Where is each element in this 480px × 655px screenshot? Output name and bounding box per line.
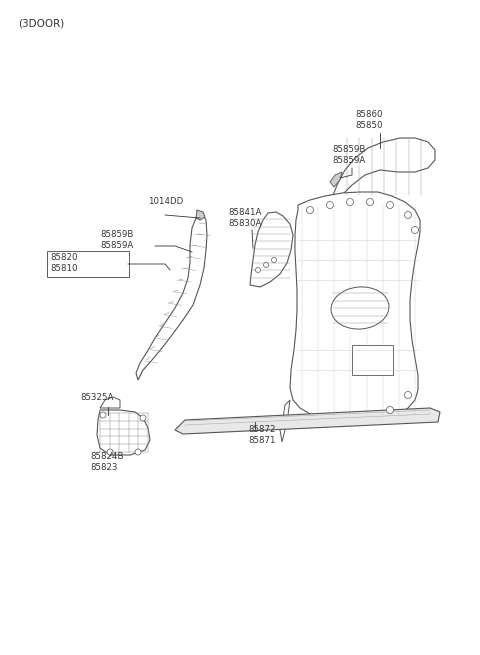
Circle shape — [386, 202, 394, 208]
Text: 85860
85850: 85860 85850 — [355, 110, 383, 130]
Circle shape — [367, 198, 373, 206]
Ellipse shape — [331, 287, 389, 329]
Circle shape — [347, 198, 353, 206]
Circle shape — [264, 263, 268, 267]
Polygon shape — [250, 212, 293, 287]
Text: 85824B
85823: 85824B 85823 — [90, 452, 123, 472]
Circle shape — [326, 202, 334, 208]
Circle shape — [272, 257, 276, 263]
Text: 85841A
85830A: 85841A 85830A — [228, 208, 262, 228]
Polygon shape — [136, 215, 207, 380]
Circle shape — [411, 227, 419, 233]
Circle shape — [386, 407, 394, 413]
Polygon shape — [280, 400, 290, 442]
Circle shape — [255, 267, 261, 272]
Polygon shape — [175, 408, 440, 434]
Polygon shape — [100, 397, 120, 408]
Text: 85325A: 85325A — [80, 392, 113, 402]
Circle shape — [140, 415, 146, 421]
Polygon shape — [290, 192, 420, 423]
Circle shape — [135, 449, 141, 455]
Polygon shape — [97, 410, 150, 455]
Circle shape — [307, 206, 313, 214]
Text: 85859B
85859A: 85859B 85859A — [100, 230, 133, 250]
Polygon shape — [352, 345, 393, 375]
Text: 85859B
85859A: 85859B 85859A — [332, 145, 365, 165]
Text: 1014DD: 1014DD — [148, 198, 183, 206]
Circle shape — [100, 412, 106, 418]
Circle shape — [405, 392, 411, 398]
Polygon shape — [333, 138, 435, 195]
Circle shape — [405, 212, 411, 219]
Text: 85872
85871: 85872 85871 — [248, 425, 276, 445]
Polygon shape — [196, 210, 205, 220]
Text: (3DOOR): (3DOOR) — [18, 18, 64, 28]
Circle shape — [107, 449, 113, 455]
Text: 85820
85810: 85820 85810 — [50, 253, 77, 273]
Polygon shape — [330, 172, 342, 187]
